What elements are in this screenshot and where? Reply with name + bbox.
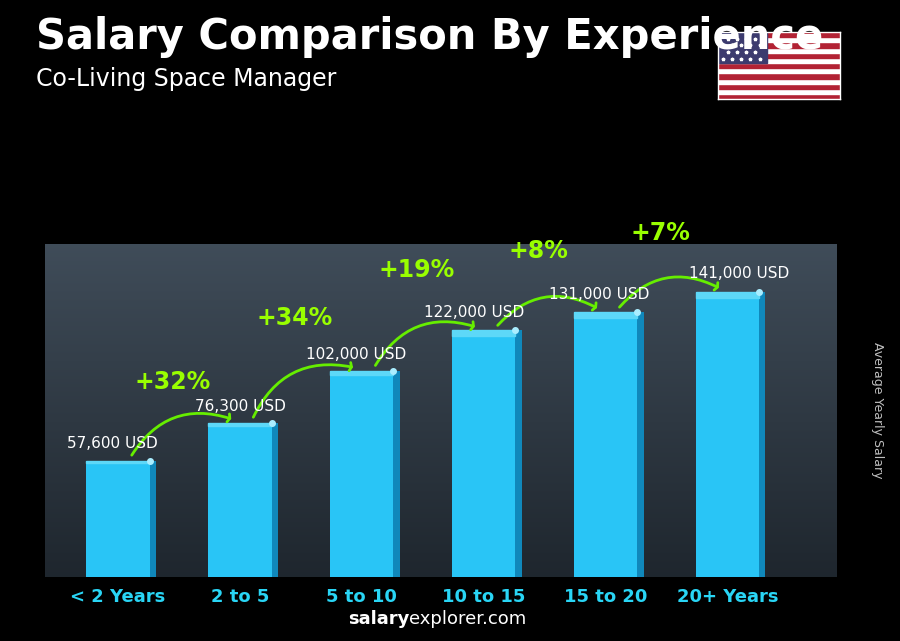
Bar: [718, 79, 840, 84]
Text: explorer.com: explorer.com: [410, 610, 526, 628]
Text: 131,000 USD: 131,000 USD: [549, 287, 650, 302]
Bar: [149, 460, 156, 577]
Bar: [718, 42, 840, 47]
Bar: [718, 84, 840, 89]
Bar: [696, 292, 759, 577]
Bar: [208, 423, 272, 426]
Bar: [718, 32, 767, 63]
Bar: [86, 460, 149, 463]
Bar: [330, 371, 393, 376]
Text: 102,000 USD: 102,000 USD: [306, 347, 406, 362]
Bar: [718, 58, 840, 63]
Text: 76,300 USD: 76,300 USD: [194, 399, 285, 413]
Bar: [208, 423, 272, 577]
Bar: [718, 47, 840, 53]
Text: +34%: +34%: [256, 306, 333, 330]
Text: 57,600 USD: 57,600 USD: [67, 437, 158, 451]
Bar: [718, 69, 840, 74]
Bar: [516, 331, 522, 577]
Bar: [718, 89, 840, 94]
Bar: [637, 312, 643, 577]
Bar: [330, 371, 393, 577]
Bar: [718, 63, 840, 69]
Bar: [452, 331, 516, 336]
Text: Salary Comparison By Experience: Salary Comparison By Experience: [36, 16, 824, 58]
Text: +19%: +19%: [379, 258, 454, 283]
Text: Co-Living Space Manager: Co-Living Space Manager: [36, 67, 337, 91]
Bar: [393, 371, 400, 577]
Text: +8%: +8%: [508, 239, 569, 263]
Bar: [718, 53, 840, 58]
Bar: [574, 312, 637, 577]
Text: +32%: +32%: [135, 370, 212, 394]
Bar: [86, 460, 149, 577]
Bar: [574, 312, 637, 318]
Bar: [718, 32, 840, 37]
Text: 141,000 USD: 141,000 USD: [689, 266, 789, 281]
Text: salary: salary: [348, 610, 410, 628]
Text: +7%: +7%: [630, 221, 690, 245]
Bar: [696, 292, 759, 298]
Text: Average Yearly Salary: Average Yearly Salary: [871, 342, 884, 478]
Bar: [718, 37, 840, 42]
Text: 122,000 USD: 122,000 USD: [424, 305, 524, 320]
Bar: [718, 74, 840, 79]
Bar: [272, 423, 278, 577]
Bar: [718, 94, 840, 99]
Bar: [759, 292, 765, 577]
Bar: [452, 331, 516, 577]
